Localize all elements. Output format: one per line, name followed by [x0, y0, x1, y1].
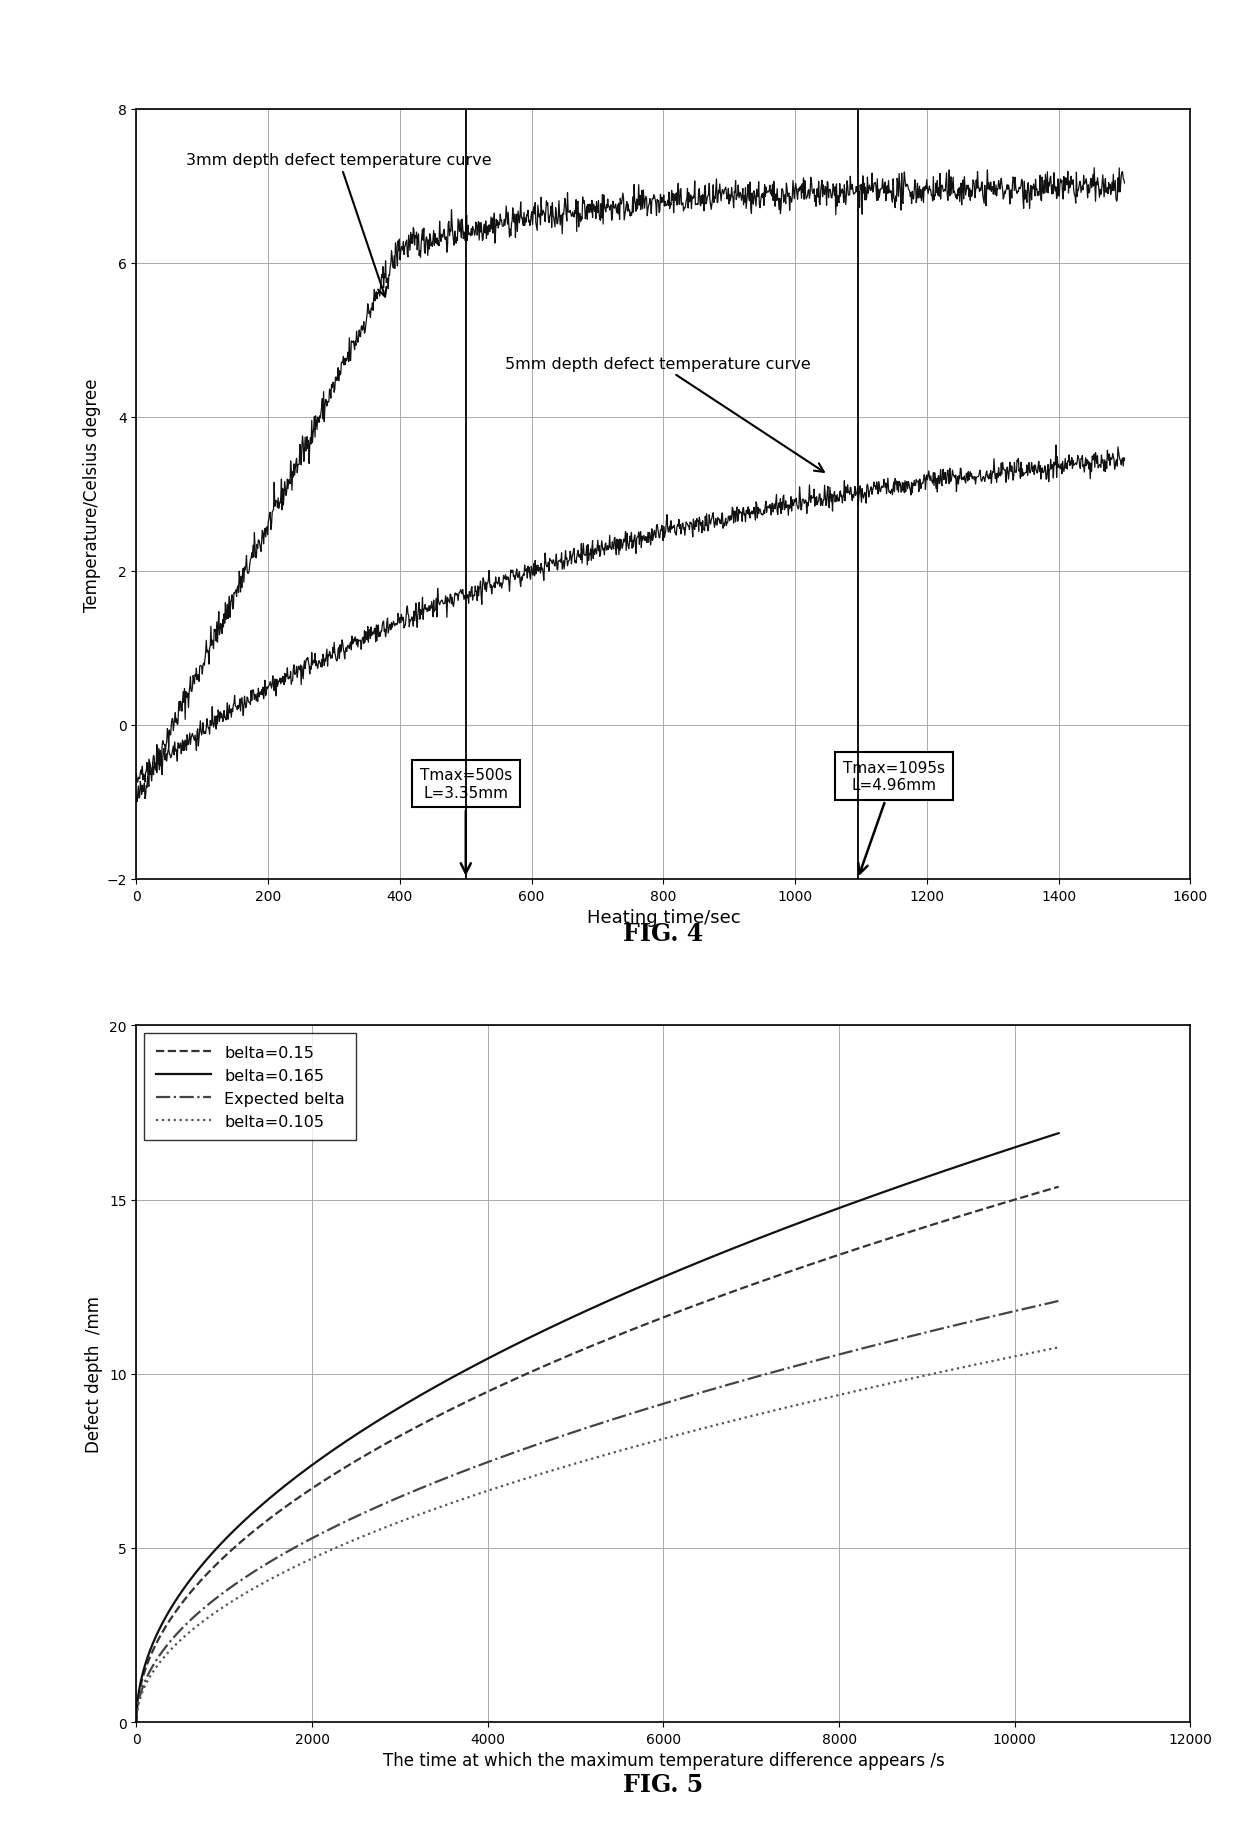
belta=0.15: [176, 1590, 191, 1612]
belta=0.15: [1024, 1183, 1039, 1205]
Legend: belta=0.15, belta=0.165, Expected belta, belta=0.105: belta=0.15, belta=0.165, Expected belta,…: [144, 1033, 356, 1140]
belta=0.105: [553, 1456, 568, 1478]
Line: belta=0.165: belta=0.165: [136, 1134, 1059, 1722]
belta=0.165: [129, 1711, 144, 1733]
belta=0.105: [1024, 1343, 1039, 1365]
belta=0.165: [1024, 1130, 1039, 1152]
belta=0.165: [856, 1189, 870, 1211]
Line: belta=0.15: belta=0.15: [136, 1187, 1059, 1722]
Text: Tmax=500s
L=3.35mm: Tmax=500s L=3.35mm: [419, 768, 512, 874]
Line: belta=0.105: belta=0.105: [136, 1348, 1059, 1722]
Text: FIG. 4: FIG. 4: [624, 921, 703, 945]
belta=0.15: [553, 1348, 568, 1370]
belta=0.165: [578, 1301, 593, 1323]
belta=0.165: [1024, 1132, 1039, 1154]
belta=0.165: [553, 1312, 568, 1334]
Text: 5mm depth defect temperature curve: 5mm depth defect temperature curve: [506, 357, 823, 473]
belta=0.105: [578, 1449, 593, 1471]
belta=0.165: [1052, 1123, 1066, 1145]
X-axis label: Heating time/sec: Heating time/sec: [587, 909, 740, 927]
belta=0.105: [129, 1711, 144, 1733]
Text: 3mm depth defect temperature curve: 3mm depth defect temperature curve: [186, 152, 491, 297]
belta=0.15: [1024, 1183, 1039, 1205]
Text: FIG. 5: FIG. 5: [624, 1772, 703, 1795]
X-axis label: The time at which the maximum temperature difference appears /s: The time at which the maximum temperatur…: [382, 1751, 945, 1770]
belta=0.165: [176, 1577, 191, 1599]
belta=0.15: [856, 1237, 870, 1259]
belta=0.15: [129, 1711, 144, 1733]
Y-axis label: Temperature/Celsius degree: Temperature/Celsius degree: [83, 377, 100, 612]
Expected belta: [856, 1337, 870, 1359]
belta=0.105: [1024, 1343, 1039, 1365]
Text: Tmax=1095s
L=4.96mm: Tmax=1095s L=4.96mm: [843, 760, 945, 874]
Expected belta: [1052, 1290, 1066, 1312]
Expected belta: [1024, 1297, 1039, 1319]
Expected belta: [176, 1616, 191, 1638]
belta=0.105: [176, 1627, 191, 1649]
Line: Expected belta: Expected belta: [136, 1301, 1059, 1722]
Expected belta: [578, 1418, 593, 1440]
Y-axis label: Defect depth  /mm: Defect depth /mm: [86, 1295, 103, 1453]
Expected belta: [553, 1425, 568, 1447]
belta=0.105: [856, 1379, 870, 1401]
Expected belta: [1024, 1297, 1039, 1319]
belta=0.15: [1052, 1176, 1066, 1198]
belta=0.105: [1052, 1337, 1066, 1359]
belta=0.15: [578, 1337, 593, 1359]
Expected belta: [129, 1711, 144, 1733]
